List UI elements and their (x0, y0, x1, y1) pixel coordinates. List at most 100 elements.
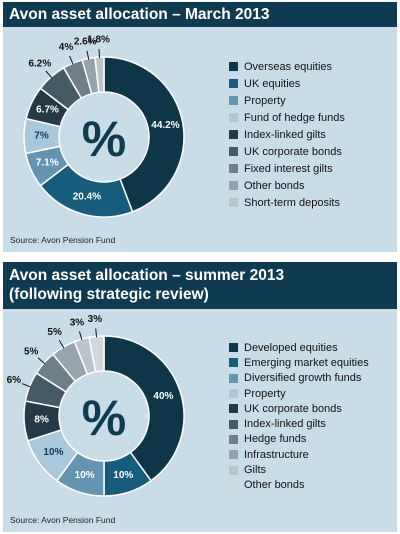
data-label-gilts: 3% (70, 317, 85, 328)
legend-item-developed-equities: Developed equities (229, 340, 369, 355)
legend-swatch (229, 419, 238, 429)
legend-label: Other bonds (244, 179, 305, 192)
legend-label: Index-linked gilts (244, 418, 326, 431)
legend-item-hedge-funds: Hedge funds (229, 432, 369, 447)
legend-item-property: Property (229, 92, 345, 109)
leader-line-gilts (78, 331, 83, 341)
chart-title: Avon asset allocation – summer 2013 (fol… (3, 262, 397, 309)
data-label-fund-of-hedge-funds: 7% (34, 131, 49, 142)
legend-item-gilts: Gilts (229, 462, 369, 477)
leader-line-other-bonds (86, 50, 90, 60)
legend-label: Fixed interest gilts (244, 162, 333, 175)
legend-label: Developed equities (244, 341, 338, 354)
legend-label: Property (244, 387, 286, 400)
legend-item-index-linked-gilts: Index-linked gilts (229, 416, 369, 431)
percent-symbol: % (82, 111, 126, 167)
chart-title-line-2: (following strategic review) (9, 286, 209, 303)
legend-swatch (229, 113, 238, 122)
legend-label: Index-linked gilts (244, 128, 326, 141)
legend-item-diversified-growth-funds: Diversified growth funds (229, 371, 369, 386)
legend-swatch (229, 358, 238, 368)
slice-short-term-deposits (94, 56, 105, 94)
data-label-developed-equities: 40% (153, 391, 173, 402)
legend-swatch (229, 181, 238, 190)
legend-swatch (229, 164, 238, 173)
legend-item-property: Property (229, 386, 369, 401)
leader-line-uk-corporate-bonds (45, 70, 53, 79)
legend-label: Property (244, 94, 286, 107)
legend-swatch (229, 389, 238, 399)
legend-swatch (229, 450, 238, 460)
legend-item-emerging-market-equities: Emerging market equities (229, 355, 369, 370)
legend-label: Hedge funds (244, 433, 307, 446)
leader-line-fixed-interest-gilts (69, 55, 74, 65)
data-label-uk-corporate-bonds: 6.2% (28, 59, 51, 70)
legend-swatch (229, 480, 238, 490)
legend-label: UK corporate bonds (244, 145, 342, 158)
source-note: Source: Avon Pension Fund (10, 515, 116, 525)
data-label-other-bonds: 2.6% (74, 36, 97, 47)
legend-label: Emerging market equities (244, 356, 369, 369)
chart-title-line-1: Avon asset allocation – summer 2013 (9, 267, 285, 284)
data-label-index-linked-gilts: 6.7% (36, 105, 59, 116)
slice-other-bonds (88, 335, 105, 373)
legend-item-short-term-deposits: Short-term deposits (229, 194, 345, 211)
legend-label: Short-term deposits (244, 196, 340, 209)
chart-title-text: Avon asset allocation – March 2013 (9, 6, 270, 23)
source-note: Source: Avon Pension Fund (10, 235, 116, 245)
legend-item-infrastructure: Infrastructure (229, 447, 369, 462)
data-label-index-linked-gilts: 6% (7, 375, 22, 386)
legend-item-uk-equities: UK equities (229, 75, 345, 92)
legend-swatch (229, 373, 238, 383)
legend-label: UK equities (244, 77, 301, 90)
legend-swatch (229, 404, 238, 414)
data-label-uk-equities: 20.4% (73, 192, 101, 203)
legend-swatch (229, 343, 238, 353)
donut-hole (60, 372, 148, 460)
data-label-diversified-growth-funds: 10% (75, 470, 95, 481)
legend-summer: Developed equities Emerging market equiti… (229, 340, 369, 493)
data-label-property: 10% (43, 447, 63, 458)
legend-label: Overseas equities (244, 60, 333, 73)
legend-item-fixed-interest-gilts: Fixed interest gilts (229, 160, 345, 177)
leader-line-short-term-deposits (98, 49, 101, 59)
slice-overseas-equities (103, 56, 185, 213)
percent-symbol: % (82, 390, 126, 446)
chart-title: Avon asset allocation – March 2013 (3, 2, 397, 27)
legend-item-other-bonds: Other bonds (229, 177, 345, 194)
legend-swatch (229, 130, 238, 139)
chart-panel-summer: Avon asset allocation – summer 2013 (fol… (3, 262, 397, 532)
data-label-other-bonds: 3% (88, 314, 103, 325)
donut-chart-summer: 40% 10% 10% 10% 8% 6% 5% 5% 3% 3%% (7, 314, 185, 497)
data-label-infrastructure: 5% (47, 327, 62, 338)
legend-march: Overseas equities UK equities Property Fund… (229, 58, 345, 211)
leader-line-other-bonds (95, 328, 98, 338)
data-label-emerging-market-equities: 10% (113, 470, 133, 481)
legend-label: Infrastructure (244, 448, 309, 461)
chart-panel-march: Avon asset allocation – March 2013 44.2%… (3, 2, 397, 252)
legend-swatch (229, 198, 238, 207)
leader-line-infrastructure (58, 340, 65, 349)
slice-developed-equities (103, 335, 185, 482)
legend-label: Diversified growth funds (244, 372, 362, 385)
legend-item-fund-of-hedge-funds: Fund of hedge funds (229, 109, 345, 126)
legend-swatch (229, 79, 238, 88)
data-label-overseas-equities: 44.2% (151, 120, 179, 131)
legend-item-uk-corporate-bonds: UK corporate bonds (229, 401, 369, 416)
legend-item-overseas-equities: Overseas equities (229, 58, 345, 75)
legend-swatch (229, 434, 238, 444)
legend-label: Fund of hedge funds (244, 111, 345, 124)
donut-hole (60, 93, 148, 181)
data-label-hedge-funds: 5% (24, 346, 39, 357)
data-label-fixed-interest-gilts: 4% (59, 42, 74, 53)
data-label-short-term-deposits: 1.8% (87, 35, 110, 46)
data-label-property: 7.1% (36, 158, 59, 169)
legend-swatch (229, 465, 238, 475)
legend-label: Other bonds (244, 479, 305, 492)
donut-chart-march: 44.2% 20.4% 7.1% 7% 6.7% 6.2% 4%2.6%1.8%% (23, 35, 185, 218)
legend-item-index-linked-gilts: Index-linked gilts (229, 126, 345, 143)
legend-item-uk-corporate-bonds: UK corporate bonds (229, 143, 345, 160)
legend-label: UK corporate bonds (244, 402, 342, 415)
legend-swatch (229, 62, 238, 71)
data-label-uk-corporate-bonds: 8% (34, 414, 49, 425)
